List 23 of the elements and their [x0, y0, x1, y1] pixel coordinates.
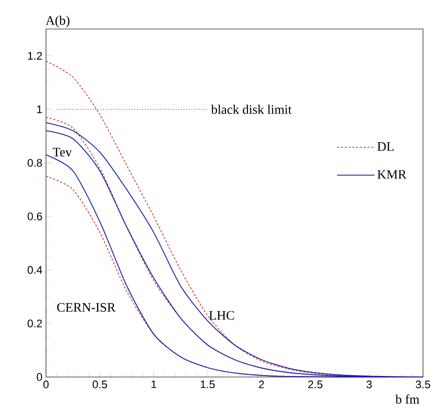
x-tick-label: 2 [258, 380, 264, 388]
x-tick-label: 3.5 [416, 380, 430, 388]
x-tick-label: 2.5 [308, 380, 322, 388]
y-tick-label: 1.2 [28, 52, 42, 60]
x-axis-title: b fm [395, 394, 420, 404]
y-tick-label: 0.4 [28, 266, 42, 274]
x-tick-label: 0.5 [92, 380, 108, 388]
legend-label: DL [377, 142, 394, 151]
annotation: CERN-ISR [57, 303, 116, 312]
y-tick-label: 0.6 [28, 212, 42, 220]
y-tick-label: 0.2 [28, 320, 42, 328]
legend-label: KMR [377, 170, 406, 179]
y-tick-label: 0.8 [28, 158, 42, 167]
y-tick-label: 1 [37, 106, 42, 114]
x-tick-label: 3 [366, 380, 372, 388]
y-tick-label: 0 [36, 373, 42, 381]
series-label: black disk limit [211, 104, 292, 114]
annotation: LHC [209, 311, 234, 320]
x-tick-label: 1 [151, 380, 156, 388]
y-axis-title: A(b) [46, 16, 70, 28]
x-tick-label: 1.5 [200, 380, 215, 388]
x-tick-label: 0 [43, 380, 49, 388]
annotation: Tev [52, 148, 72, 156]
